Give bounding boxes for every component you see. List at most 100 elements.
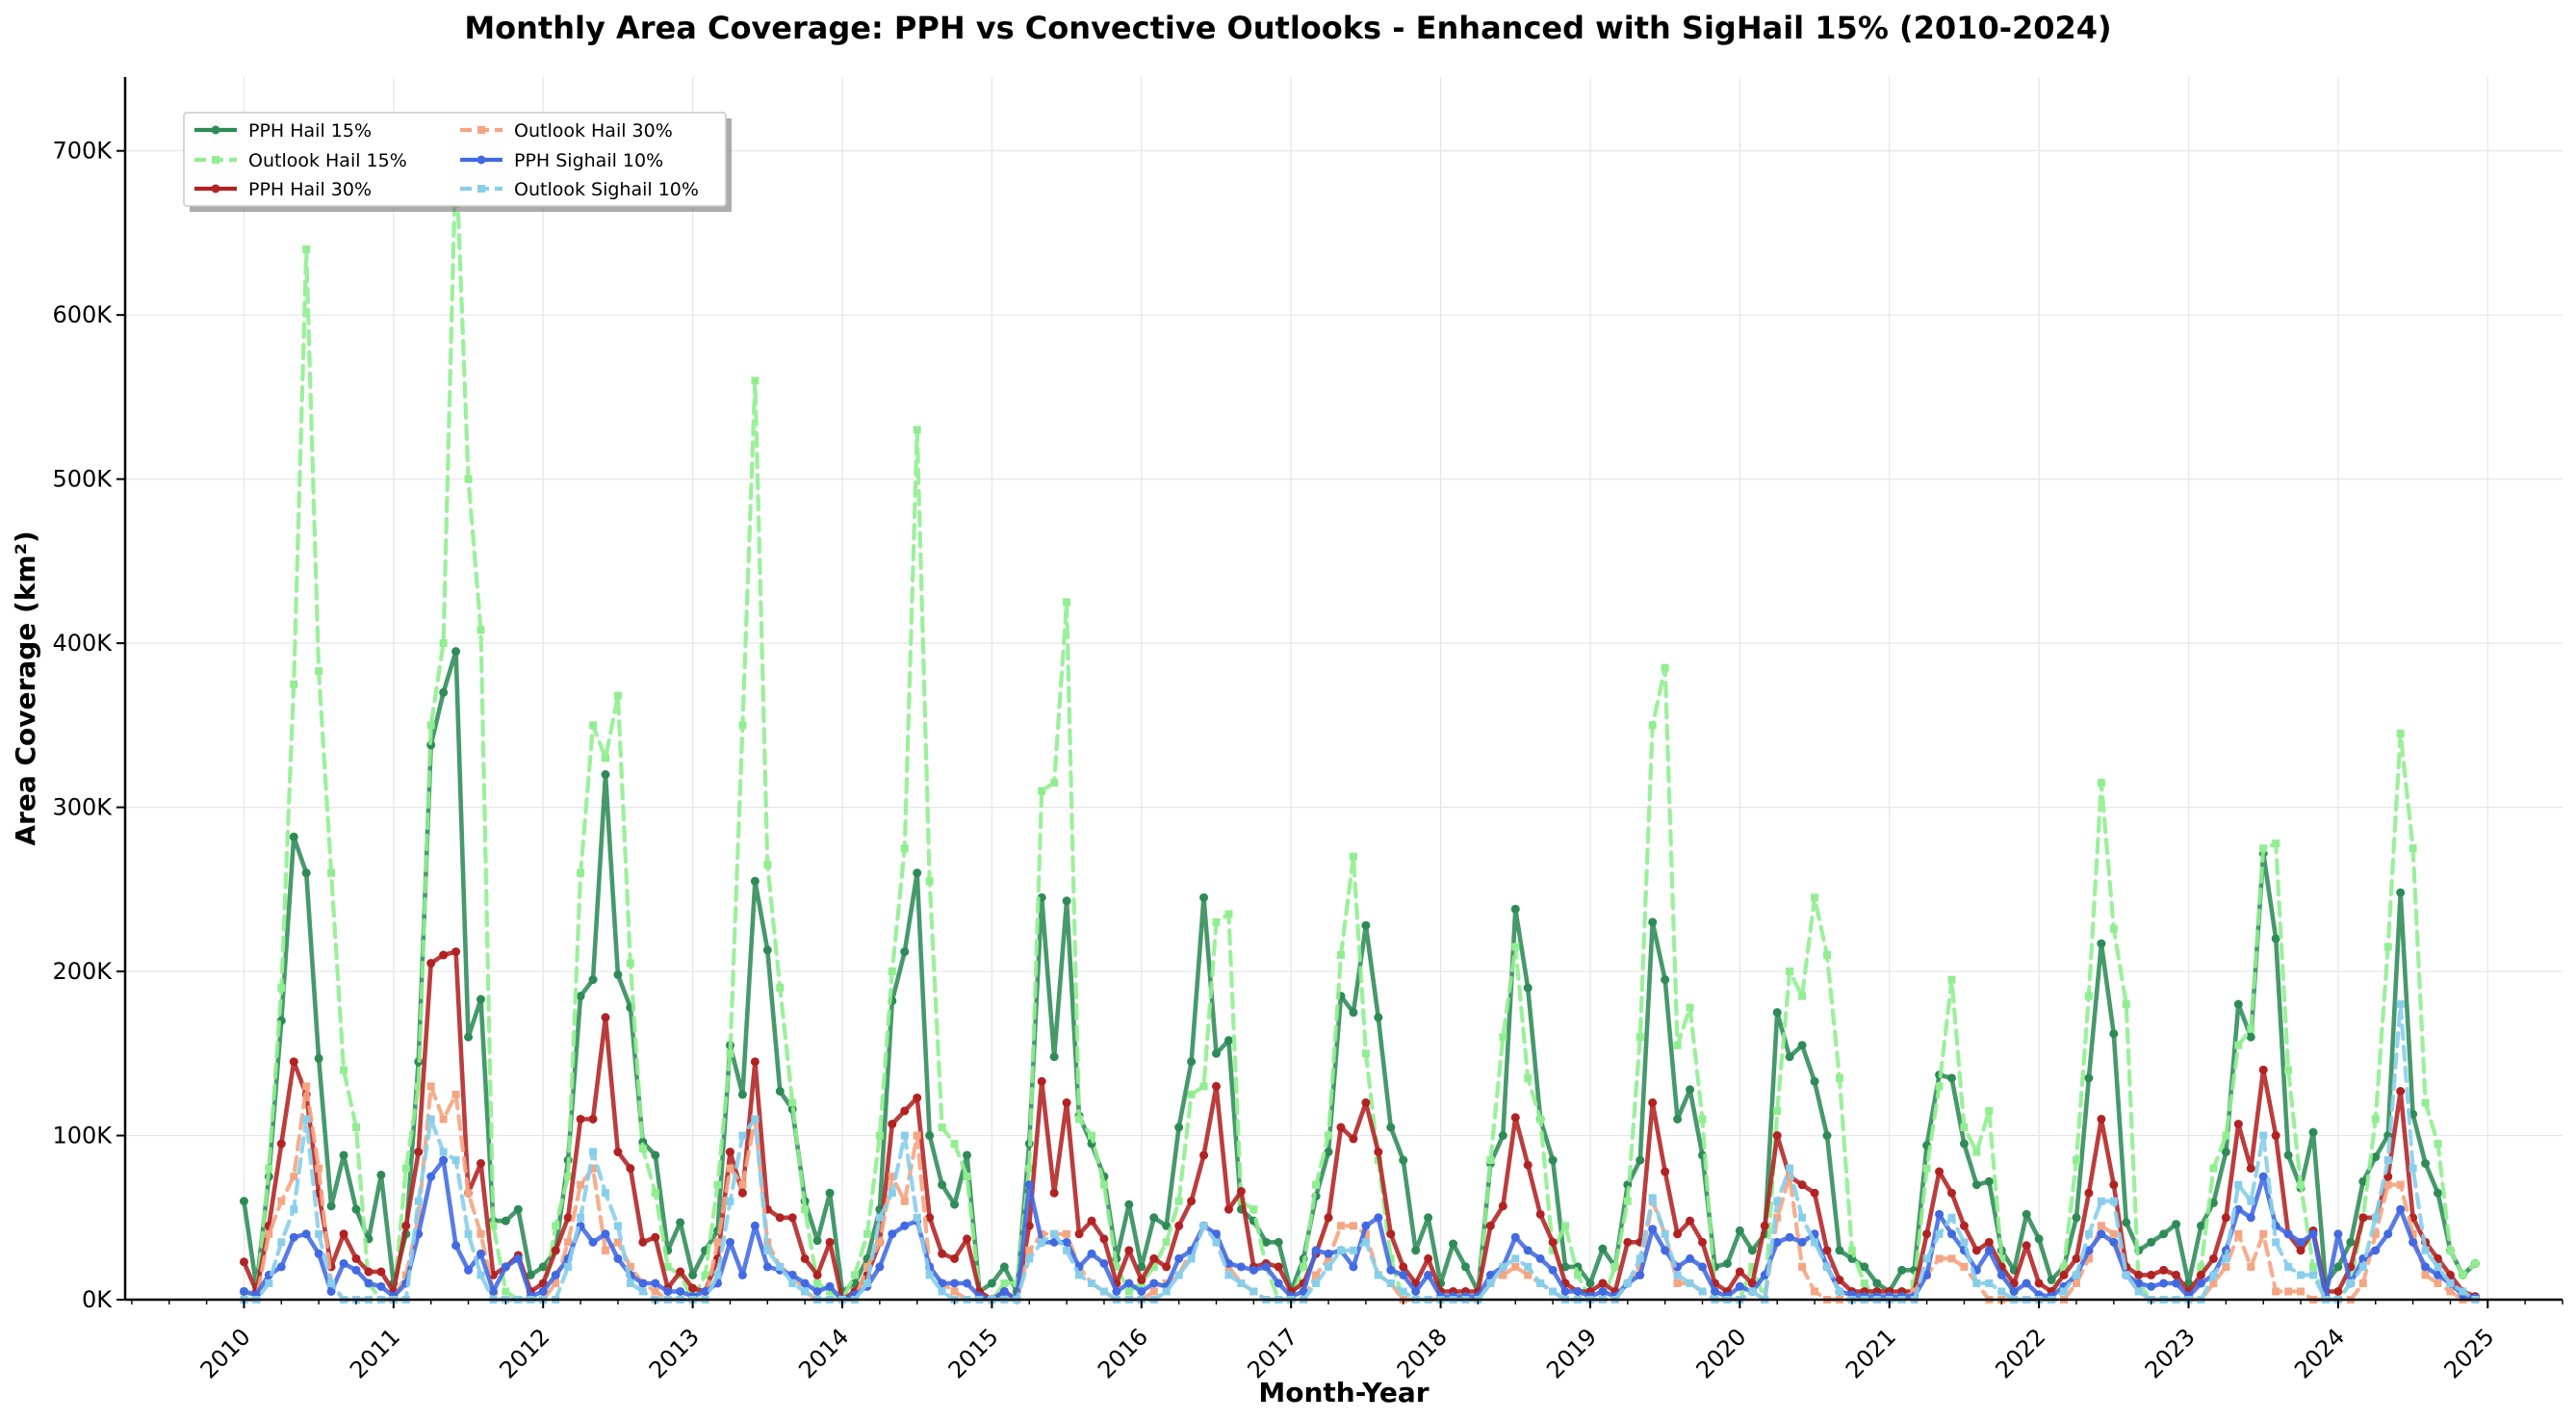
data-point	[638, 1237, 648, 1247]
data-point	[1947, 1213, 1956, 1222]
data-point	[2284, 1287, 2293, 1296]
data-point	[1822, 1131, 1832, 1141]
data-point	[1386, 1278, 1395, 1287]
data-point	[1510, 1232, 1520, 1242]
data-point	[2234, 1041, 2243, 1049]
data-point	[963, 1173, 971, 1181]
data-point	[551, 1270, 560, 1279]
data-point	[726, 1197, 734, 1205]
x-tick-label: 2025	[2439, 1323, 2500, 1383]
data-point	[1237, 1278, 1246, 1287]
data-point	[1325, 1131, 1333, 1140]
data-point	[726, 1049, 734, 1058]
data-point	[800, 1253, 810, 1263]
data-point	[1960, 1262, 1969, 1271]
data-point	[613, 1238, 622, 1247]
data-point	[2283, 1229, 2293, 1239]
data-point	[289, 832, 298, 841]
data-point	[1786, 968, 1794, 976]
data-point	[2333, 1262, 2343, 1272]
data-point	[1985, 1106, 1994, 1115]
data-point	[339, 1150, 348, 1160]
data-point	[1947, 1254, 1956, 1263]
data-point	[2421, 1271, 2430, 1279]
data-point	[2308, 1127, 2318, 1137]
data-point	[2358, 1262, 2367, 1271]
data-point	[326, 1201, 336, 1211]
y-tick-label: 700K	[52, 138, 113, 165]
data-point	[1149, 1253, 1159, 1263]
data-point	[2022, 1241, 2031, 1251]
data-point	[663, 1286, 673, 1296]
data-point	[1211, 1048, 1221, 1058]
data-point	[1773, 1197, 1782, 1205]
data-point	[464, 1229, 473, 1238]
data-point	[738, 1131, 747, 1140]
data-point	[1349, 1262, 1358, 1272]
data-point	[1261, 1262, 1271, 1272]
data-point	[1187, 1254, 1196, 1263]
data-point	[1124, 1200, 1134, 1209]
x-axis-label: Month-Year	[1258, 1377, 1429, 1408]
data-point	[589, 1164, 598, 1173]
data-point	[513, 1253, 523, 1263]
data-point	[501, 1216, 510, 1226]
data-point	[613, 1148, 623, 1157]
data-point	[1498, 1201, 1507, 1211]
data-point	[701, 1271, 709, 1279]
data-point	[725, 1237, 734, 1247]
data-point	[900, 1197, 909, 1205]
data-point	[351, 1204, 361, 1214]
data-point	[351, 1123, 360, 1132]
data-point	[1187, 1090, 1196, 1098]
data-point	[588, 1114, 598, 1123]
data-point	[1535, 1253, 1545, 1263]
data-point	[577, 1213, 585, 1222]
data-point	[2296, 1246, 2306, 1255]
data-point	[588, 975, 598, 985]
data-point	[339, 1229, 348, 1239]
data-point	[1224, 1258, 1233, 1268]
data-point	[2221, 1213, 2230, 1223]
data-point	[1648, 917, 1658, 927]
axes	[123, 77, 2563, 1302]
data-point	[1336, 951, 1345, 960]
data-point	[1236, 1262, 1246, 1272]
data-point	[2084, 992, 2093, 1000]
data-point	[888, 1120, 897, 1129]
data-point	[1996, 1270, 2006, 1279]
data-point	[1199, 1150, 1209, 1160]
data-point	[738, 1180, 747, 1189]
data-point	[775, 1087, 785, 1097]
data-point	[2272, 839, 2280, 848]
data-point	[1174, 1123, 1184, 1132]
data-point	[2246, 1032, 2255, 1042]
data-point	[613, 1222, 622, 1230]
data-point	[2258, 1065, 2268, 1074]
data-point	[1648, 721, 1657, 730]
data-point	[1311, 1246, 1321, 1255]
data-point	[401, 1221, 411, 1230]
data-point	[788, 1278, 797, 1287]
data-point	[2209, 1271, 2218, 1279]
data-point	[239, 1257, 248, 1267]
data-point	[1835, 1073, 1843, 1082]
data-point	[1959, 1139, 1969, 1149]
data-point	[1224, 1271, 1233, 1279]
data-point	[464, 1265, 474, 1275]
data-point	[850, 1271, 859, 1279]
data-point	[626, 1164, 635, 1174]
data-point	[2421, 1262, 2431, 1272]
data-point	[2072, 1278, 2080, 1287]
data-point	[1349, 1134, 1358, 1144]
data-point	[1312, 1271, 1321, 1279]
data-point	[738, 721, 747, 730]
data-point	[1960, 1238, 1969, 1247]
data-point	[364, 1278, 374, 1288]
data-point	[1946, 1229, 1956, 1239]
data-point	[938, 1287, 946, 1296]
data-point	[2197, 1262, 2205, 1271]
data-point	[2122, 1218, 2131, 1227]
data-point	[1087, 1278, 1095, 1287]
data-point	[1498, 1131, 1507, 1141]
